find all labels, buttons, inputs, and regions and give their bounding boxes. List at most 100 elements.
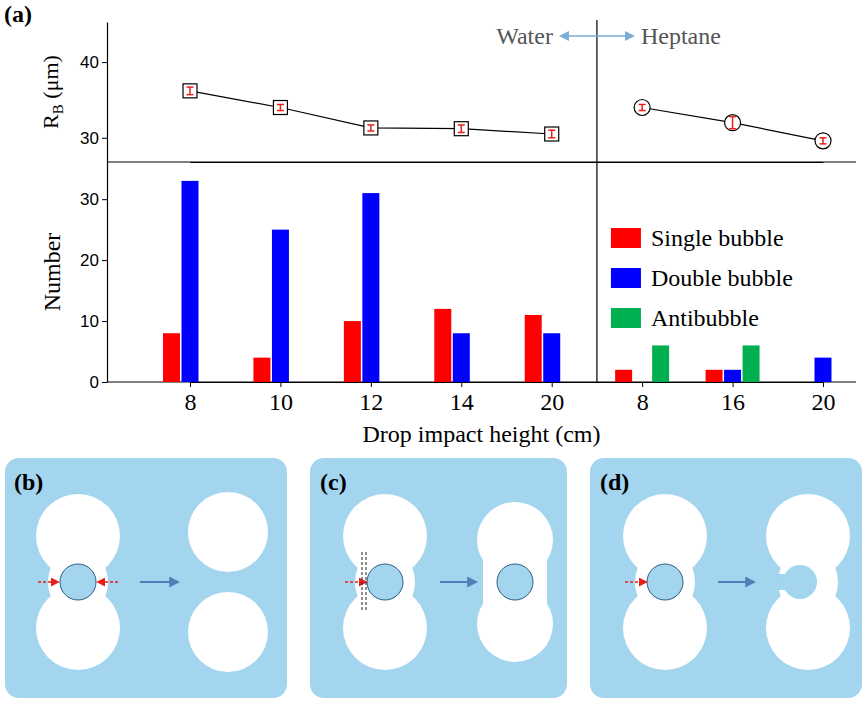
figure: (a)3040WaterHeptaneRB (μm)01020308101214…: [0, 0, 866, 702]
cavity-neck: [48, 548, 108, 616]
bar: [163, 333, 180, 382]
plot-area: [163, 181, 832, 382]
tick-label: 8: [637, 389, 649, 415]
error-cap: [548, 137, 555, 139]
bar: [434, 309, 451, 382]
bar: [815, 358, 832, 382]
tick-mark: [102, 138, 107, 139]
legend: Single bubbleDouble bubbleAntibubble: [611, 225, 793, 331]
error-cap: [187, 94, 194, 96]
annotation-arrow: [561, 35, 633, 37]
axis-title: RB (μm): [38, 55, 66, 129]
series-line: [642, 108, 823, 141]
error-stem: [551, 130, 553, 138]
tick-label: 14: [450, 389, 474, 415]
force-arrow: [625, 581, 646, 583]
diagram-panel: [310, 458, 567, 698]
tick: 40: [80, 53, 107, 72]
tick-label: 10: [269, 389, 293, 415]
divider: [596, 20, 597, 382]
tick-mark: [102, 382, 107, 383]
error-stem: [280, 104, 282, 110]
force-arrow: [98, 581, 118, 583]
bar: [543, 333, 560, 382]
tick-label: 20: [540, 389, 564, 415]
cavity: [188, 492, 268, 572]
legend-label: Double bubble: [651, 265, 793, 291]
panel-label: (d): [600, 469, 629, 495]
process-arrow: [140, 581, 178, 583]
series-line: [190, 91, 552, 134]
bar: [743, 345, 760, 382]
error-cap: [458, 132, 465, 134]
tick-label: 30: [80, 129, 99, 148]
tick-mark: [102, 199, 107, 200]
tick-mark: [642, 382, 643, 387]
error-cap: [820, 137, 827, 139]
cavity: [188, 592, 268, 672]
tick: 16: [721, 382, 745, 415]
tick-label: 16: [721, 389, 745, 415]
bubble: [60, 564, 96, 600]
tick: 14: [450, 382, 474, 415]
force-arrow: [345, 581, 366, 583]
axis-line: [107, 23, 108, 163]
tick: 8: [637, 382, 649, 415]
error-bar: [367, 125, 374, 131]
tick: 8: [185, 382, 197, 415]
tick-mark: [280, 382, 281, 387]
error-stem: [370, 125, 372, 131]
marker: [815, 133, 831, 149]
diagram-panel: [5, 458, 287, 698]
error-cap: [639, 110, 646, 112]
tick-mark: [552, 382, 553, 387]
tick: 30: [80, 190, 107, 209]
error-cap: [820, 143, 827, 145]
legend-swatch: [611, 308, 641, 328]
error-cap: [277, 104, 284, 106]
bubble: [367, 564, 403, 600]
cavity: [483, 540, 547, 624]
tick-label: 20: [80, 251, 99, 270]
legend-swatch: [611, 228, 641, 248]
legend-swatch: [611, 268, 641, 288]
bar: [615, 370, 632, 382]
bar: [182, 181, 199, 382]
error-bar: [277, 104, 284, 110]
process-arrow: [718, 581, 754, 583]
marker: [364, 121, 378, 135]
bar: [724, 370, 741, 382]
error-cap: [367, 130, 374, 132]
tick: 10: [80, 312, 107, 331]
error-cap: [729, 128, 736, 130]
cavity-neck: [635, 548, 695, 616]
bar: [272, 230, 289, 382]
error-bar: [548, 130, 555, 138]
error-cap: [458, 124, 465, 126]
tick-mark: [190, 382, 191, 387]
bar: [796, 382, 813, 383]
tick-mark: [461, 382, 462, 387]
error-bar: [639, 104, 646, 110]
error-cap: [277, 110, 284, 112]
bar: [453, 333, 470, 382]
y-axis: 30 40: [80, 23, 107, 163]
error-stem: [461, 125, 463, 133]
error-cap: [729, 116, 736, 118]
tick-mark: [102, 321, 107, 322]
panel-background: [590, 458, 862, 698]
marker: [545, 127, 559, 141]
bar: [381, 382, 398, 383]
tick-mark: [102, 62, 107, 63]
tick: 10: [269, 382, 293, 415]
frame-line: [107, 161, 856, 162]
tick-label: 30: [80, 190, 99, 209]
bar: [200, 382, 217, 383]
error-bar: [729, 117, 736, 129]
x-axis: 81012142081620: [185, 382, 836, 415]
error-bar: [820, 138, 827, 144]
error-stem: [641, 104, 643, 110]
bubble: [647, 564, 683, 600]
tick-label: 8: [185, 389, 197, 415]
bubble: [783, 565, 817, 599]
